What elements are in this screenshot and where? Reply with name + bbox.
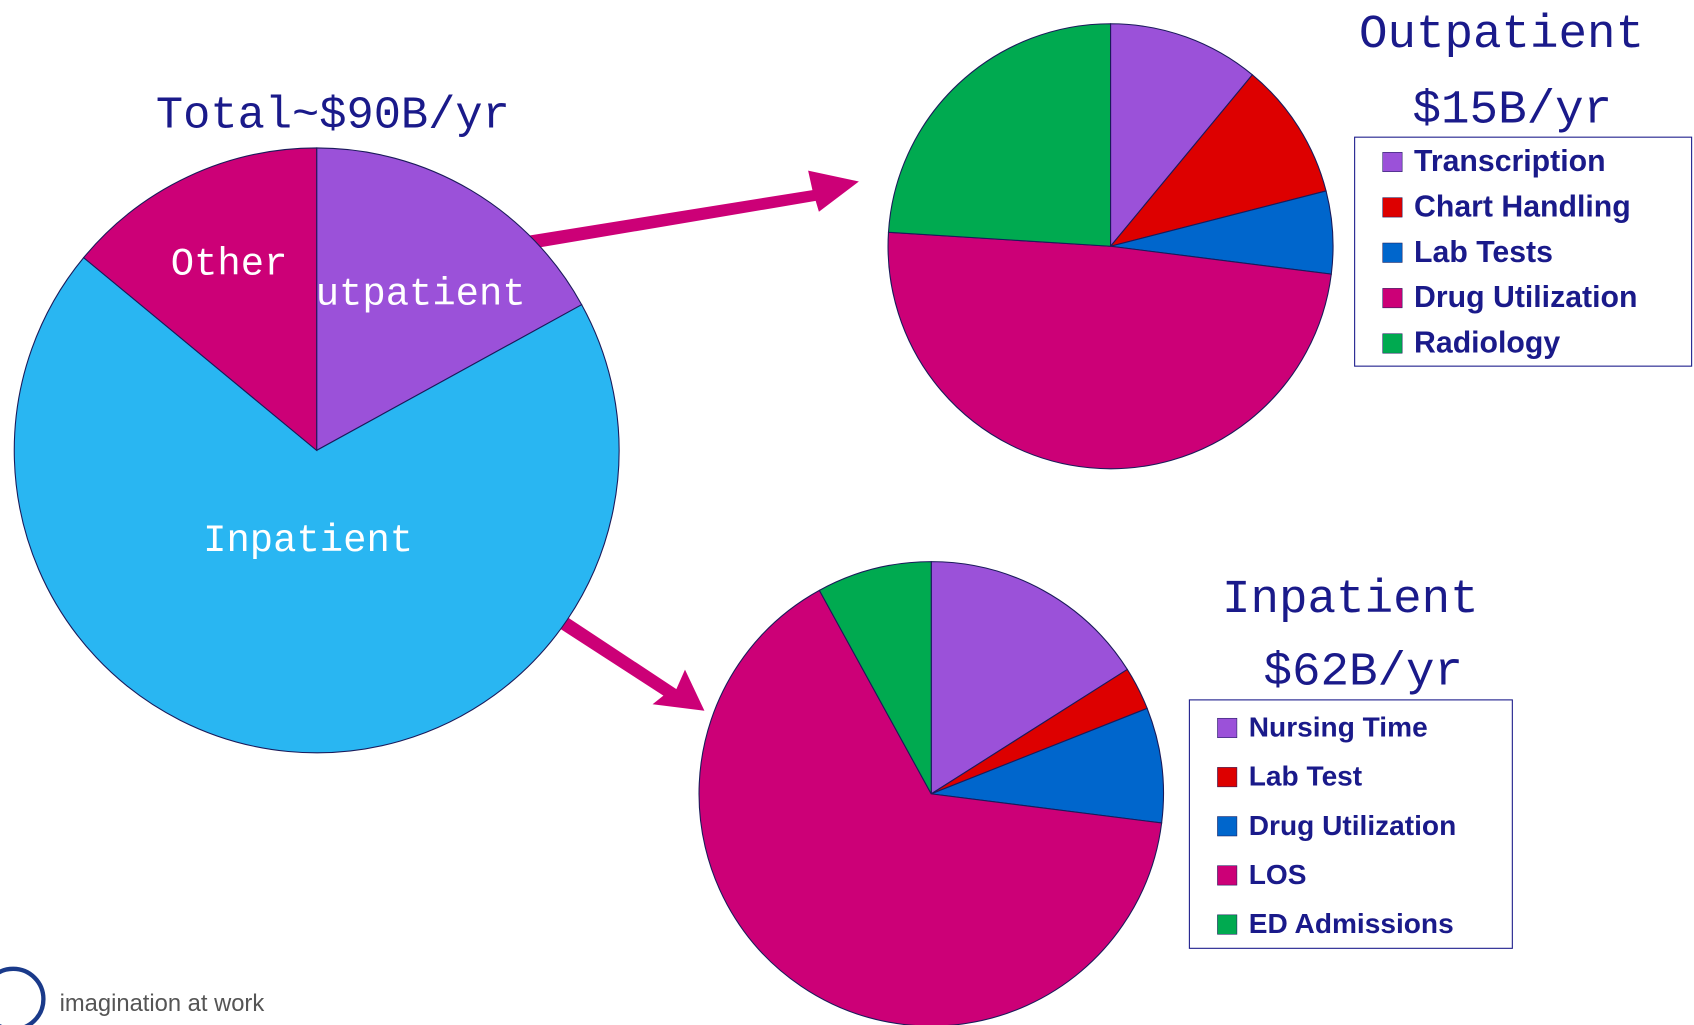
footer: imagination at work bbox=[60, 990, 265, 1017]
legend-swatch bbox=[1382, 242, 1403, 263]
legend-swatch bbox=[1382, 197, 1403, 218]
chart-title: Outpatient bbox=[1359, 8, 1644, 62]
legend-label: LOS bbox=[1249, 859, 1307, 890]
pie-slice bbox=[13, 256, 620, 754]
legend-label: Drug Utilization bbox=[1414, 281, 1637, 314]
legend-box bbox=[1354, 136, 1693, 367]
pie-slice bbox=[930, 561, 1129, 795]
slice-label: Outpatient bbox=[292, 272, 525, 316]
legend-swatch bbox=[1217, 767, 1238, 788]
pie-slice bbox=[818, 561, 932, 795]
chart-subtitle: $15B/yr bbox=[1413, 84, 1613, 138]
legend-label: Drug Utilization bbox=[1249, 810, 1456, 841]
legend-swatch bbox=[1217, 914, 1238, 935]
logo: imagination at work bbox=[0, 966, 265, 1025]
chart-title: Total~$90B/yr bbox=[156, 90, 510, 142]
logo-mark bbox=[0, 966, 46, 1025]
legend-label: Lab Tests bbox=[1414, 236, 1553, 269]
legend-swatch bbox=[1217, 717, 1238, 738]
legend-label: Transcription bbox=[1414, 145, 1606, 178]
pie-slice bbox=[1109, 74, 1327, 248]
arrows bbox=[529, 170, 859, 711]
slice-label: Inpatient bbox=[203, 519, 413, 563]
pie-slice bbox=[698, 589, 1163, 1025]
legend-label: Radiology bbox=[1414, 327, 1560, 360]
legend-box bbox=[1188, 699, 1513, 949]
legend-swatch bbox=[1382, 152, 1403, 173]
legend-label: ED Admissions bbox=[1249, 908, 1454, 939]
arrow bbox=[529, 170, 859, 249]
legend-swatch bbox=[1217, 816, 1238, 837]
slice-label: Other bbox=[171, 243, 288, 287]
legend-swatch bbox=[1217, 865, 1238, 886]
legend-label: Chart Handling bbox=[1414, 190, 1631, 223]
pie-slice bbox=[316, 147, 583, 452]
chart-title: Inpatient bbox=[1222, 573, 1479, 627]
legend-label: Lab Test bbox=[1249, 761, 1362, 792]
pie-slice bbox=[1110, 23, 1254, 248]
arrow bbox=[553, 613, 705, 711]
chart-subtitle: $62B/yr bbox=[1263, 645, 1463, 699]
legend-label: Nursing Time bbox=[1249, 711, 1428, 742]
legend-swatch bbox=[1382, 333, 1403, 354]
pie-slice bbox=[887, 23, 1112, 247]
pie-slice bbox=[82, 147, 318, 452]
legend-swatch bbox=[1382, 288, 1403, 309]
pie-slice bbox=[887, 231, 1332, 470]
pie-slice bbox=[931, 707, 1164, 824]
